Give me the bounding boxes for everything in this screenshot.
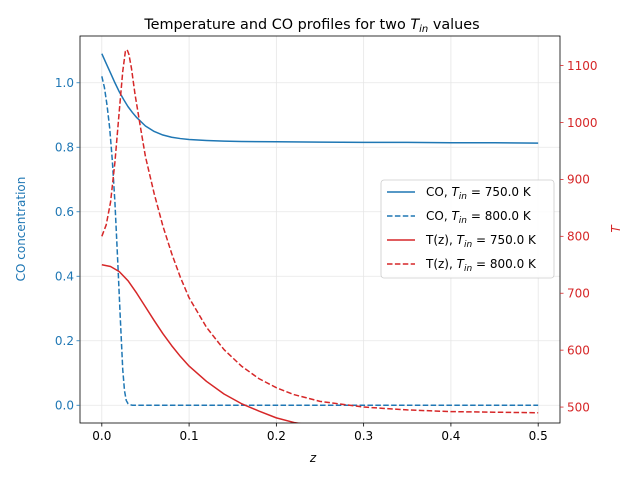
series-line-co-800: [101, 76, 539, 407]
y-axis-right-label: T: [609, 224, 623, 233]
series-line-t-750: [101, 264, 302, 423]
legend-label-co-750: CO, Tin = 750.0 K: [426, 185, 532, 202]
y-axis-right: 500 600 700 800 900 1000 1100: [560, 59, 598, 414]
y-left-tick-label: 0.4: [55, 270, 74, 284]
y-right-tick-label: 1000: [567, 116, 598, 130]
y-left-tick-label: 0.8: [55, 141, 74, 155]
legend-label-t-750: T(z), Tin = 750.0 K: [425, 233, 537, 250]
legend-label-t-800: T(z), Tin = 800.0 K: [425, 257, 537, 274]
x-axis: 0.0 0.1 0.2 0.3 0.4 0.5: [92, 423, 548, 443]
x-tick-label: 0.5: [529, 429, 548, 443]
legend-label-co-800: CO, Tin = 800.0 K: [426, 209, 532, 226]
x-tick-label: 0.4: [441, 429, 460, 443]
y-axis-left-label: CO concentration: [14, 177, 28, 282]
y-left-tick-label: 1.0: [55, 76, 74, 90]
series-line-t-800: [101, 48, 539, 414]
y-right-tick-label: 1100: [567, 59, 598, 73]
legend: CO, Tin = 750.0 K CO, Tin = 800.0 K T(z)…: [380, 179, 555, 279]
y-left-tick-label: 0.2: [55, 334, 74, 348]
legend-box: [380, 179, 555, 279]
y-axis-left: 0.0 0.2 0.4 0.6 0.8 1.0: [55, 76, 80, 413]
x-tick-label: 0.2: [267, 429, 286, 443]
x-axis-label: z: [309, 451, 317, 465]
x-tick-label: 0.1: [180, 429, 199, 443]
y-right-tick-label: 900: [567, 173, 590, 187]
y-right-tick-label: 800: [567, 230, 590, 244]
y-right-tick-label: 600: [567, 343, 590, 357]
y-left-tick-label: 0.6: [55, 205, 74, 219]
x-tick-label: 0.3: [354, 429, 373, 443]
series-line-co-750: [101, 53, 539, 144]
chart-title: Temperature and CO profiles for two Tin …: [143, 17, 479, 35]
y-right-tick-label: 700: [567, 287, 590, 301]
y-right-tick-label: 500: [567, 400, 590, 414]
series-layer: [101, 48, 539, 423]
axes-frame: [79, 35, 561, 424]
x-tick-label: 0.0: [92, 429, 111, 443]
y-left-tick-label: 0.0: [55, 399, 74, 413]
